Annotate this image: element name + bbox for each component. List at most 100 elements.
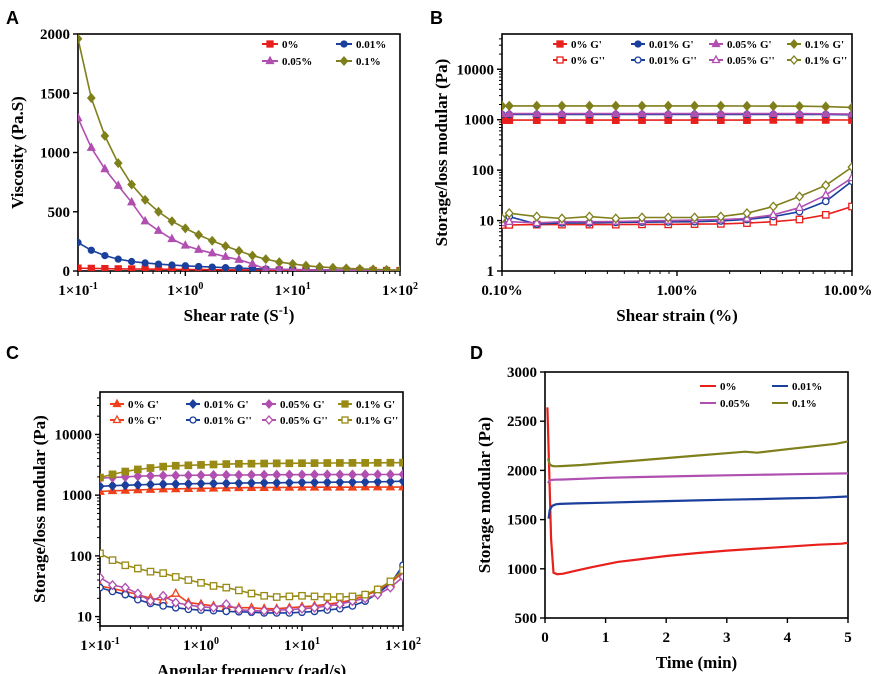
legend-entry: 0% [700,381,737,393]
data-point [301,260,311,271]
data-point [171,461,180,470]
data-point [272,477,282,488]
data-point [221,469,231,481]
data-point [395,265,400,271]
legend-marker [711,38,721,48]
data-point [298,459,306,468]
legend-marker [340,40,348,48]
data-point [107,579,118,591]
data-point [309,469,320,480]
x-tick-label: 1.00% [656,283,697,299]
x-axis-title: Shear rate (S-1) [184,303,295,325]
data-point [361,459,370,467]
x-tick-label: 1×102 [385,636,421,654]
data-point [171,573,180,581]
data-point [847,161,852,173]
data-point [398,475,403,487]
data-point [100,583,104,592]
x-axis-title: Angular frequency (rad/s) [157,661,346,674]
data-point [234,477,244,489]
data-point [373,458,382,467]
data-point [100,163,110,173]
data-point [361,590,370,599]
legend-marker [189,416,197,424]
data-point [207,247,217,257]
data-point [368,264,378,271]
data-point [234,604,244,615]
data-point [87,264,95,271]
data-point [113,158,123,169]
data-point [584,108,595,117]
data-point [108,470,117,479]
data-point [360,476,370,488]
data-point [272,604,282,616]
data-point [133,588,143,599]
data-point [259,477,269,488]
data-point [272,593,281,601]
data-point [297,469,307,480]
data-point [222,583,231,592]
series-line-0-1- [546,440,848,468]
data-point [133,479,143,491]
legend-entry: 0.01% [772,381,822,393]
data-point [158,478,168,490]
data-point [742,208,752,219]
x-tick-label: 2 [662,630,670,646]
y-tick-label: 1 [487,264,495,280]
legend-entry: 0.1% G'' [338,415,398,427]
data-point [171,470,181,481]
series-line-0- [546,407,848,576]
plot-frame [544,371,849,619]
data-point [120,582,130,593]
series-group [546,407,848,576]
y-axis-title: Storage/loss modular (Pa) [30,415,49,603]
data-point [113,180,123,189]
data-point [637,100,647,112]
legend-label: 0.1% G' [356,399,395,411]
data-point [298,591,306,600]
x-tick-label: 1×10-1 [58,281,97,299]
y-tick-label: 500 [48,205,71,221]
data-point [154,206,163,217]
data-point [208,263,216,271]
legend-label: 0.05% [282,56,312,68]
data-point [531,217,542,227]
data-point [557,213,567,224]
legend-label: 0.1% [792,398,817,410]
data-point [322,477,332,488]
panel-B: B 0.10% 1.00% 10.00% 1 10 100 1000 10000 Shear st… [430,8,872,325]
legend-label: 0.05% [720,398,750,410]
data-point [100,473,104,482]
series-line-0-01- [547,495,848,519]
data-point [272,459,281,468]
legend-entry: 0% G'' [553,55,605,67]
data-point [272,469,282,480]
data-point [120,479,130,491]
data-point [167,233,177,243]
data-point [208,469,219,481]
data-point [247,589,256,598]
data-point [86,93,96,103]
legend-label: 0.1% G' [805,39,844,51]
legend-entry: 0% [262,39,299,51]
data-point [234,469,244,481]
panel-label: A [6,8,19,28]
data-point [234,254,244,263]
legend-entry: 0% G'' [110,414,162,427]
data-point [584,100,595,112]
legend-entry: 0.01% G' [631,39,694,51]
data-point [183,470,193,481]
plot-frame [501,33,853,272]
data-point [100,572,105,583]
y-tick-label: 3000 [507,365,537,381]
x-axis-title: Shear strain (%) [616,306,738,325]
data-point [386,577,395,586]
data-point [221,599,231,610]
legend-label: 0.01% [792,381,822,393]
panel-A: A 1×10-1 1×100 1×101 1×102 0 500 1000 1500 2000 Sh… [6,8,418,325]
data-point [133,564,142,573]
data-point [78,34,83,44]
data-point [114,255,122,263]
data-point [689,212,700,223]
data-point [248,250,257,261]
